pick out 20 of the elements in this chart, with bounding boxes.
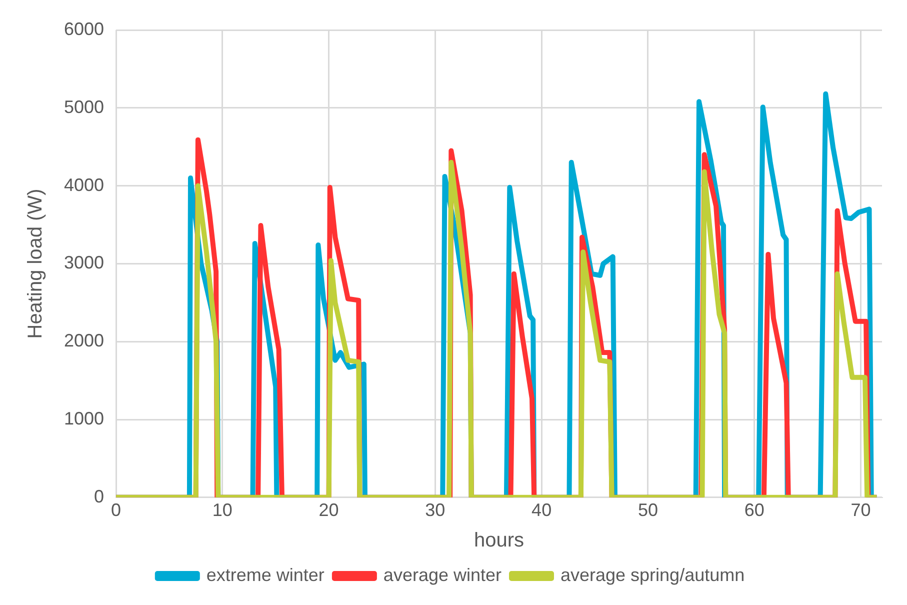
x-tick-label: 20 xyxy=(318,500,339,520)
x-tick-label: 70 xyxy=(850,500,871,520)
legend-label: extreme winter xyxy=(206,564,324,585)
x-tick-label: 50 xyxy=(638,500,658,520)
y-tick-label: 3000 xyxy=(64,252,104,273)
y-tick-label: 1000 xyxy=(64,408,104,428)
y-tick-label: 2000 xyxy=(64,330,104,351)
y-tick-label: 6000 xyxy=(64,18,104,39)
x-tick-label: 0 xyxy=(111,500,122,520)
x-tick-label: 30 xyxy=(425,500,446,520)
x-axis-title: hours xyxy=(474,530,524,552)
x-tick-label: 10 xyxy=(212,500,232,520)
y-axis-title: Heating load (W) xyxy=(24,188,47,339)
legend-label: average spring/autumn xyxy=(560,564,745,585)
y-tick-label: 5000 xyxy=(64,96,104,117)
x-tick-label: 40 xyxy=(532,500,552,520)
y-tick-label: 4000 xyxy=(64,174,104,195)
y-tick-label: 0 xyxy=(94,486,104,506)
x-tick-label: 60 xyxy=(744,500,764,520)
legend-label: average winter xyxy=(383,564,502,585)
